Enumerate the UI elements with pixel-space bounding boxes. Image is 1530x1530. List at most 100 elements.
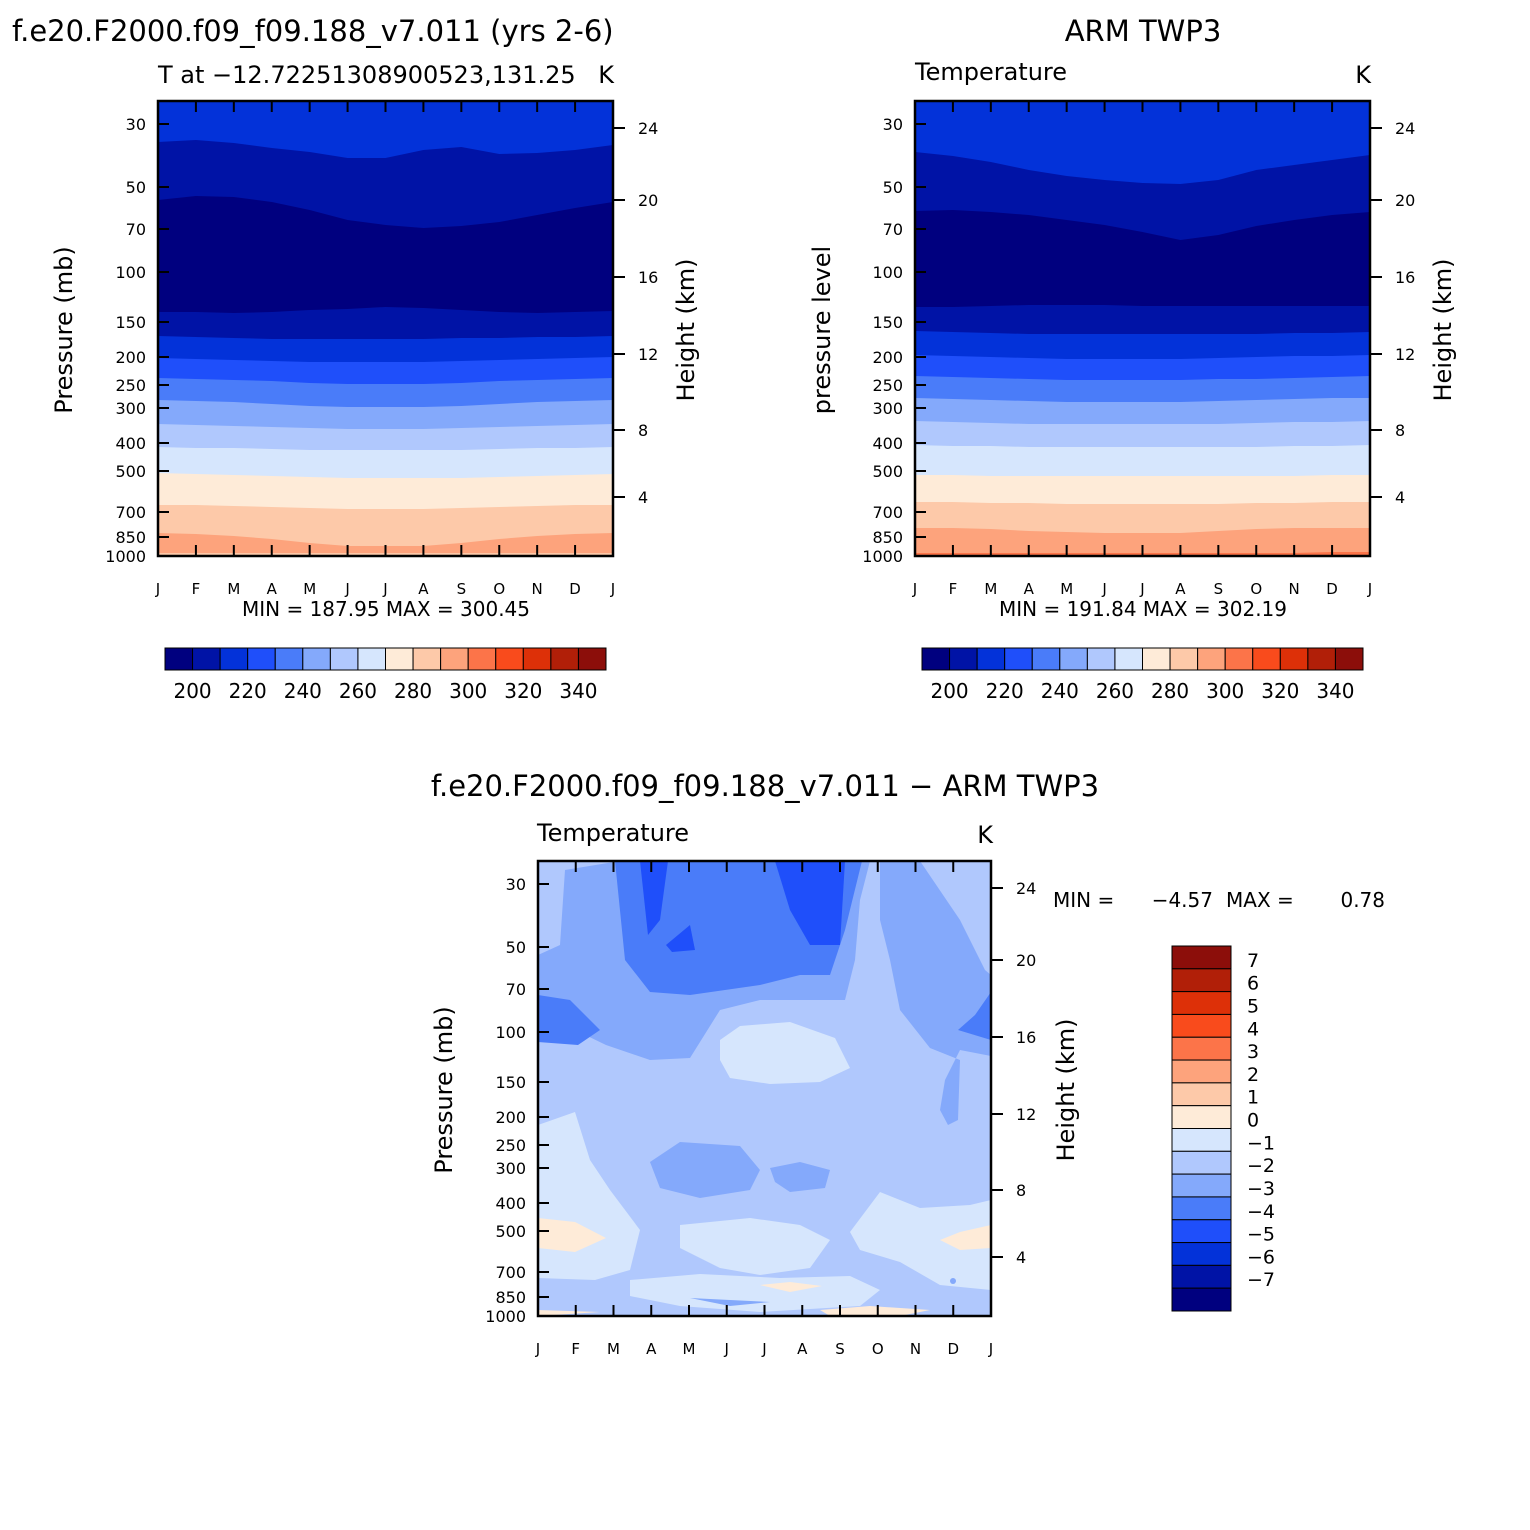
colorbar-label: 280 [1151, 679, 1189, 703]
x-tick-label: M [683, 1340, 696, 1358]
x-tick-label: A [646, 1340, 657, 1358]
panel-model: f.e20.F2000.f09_f09.188_v7.011 (yrs 2-6)… [12, 14, 700, 703]
colorbar-swatch [329, 647, 359, 671]
x-tick-label: F [571, 1340, 580, 1358]
y-tick-label: 30 [883, 115, 903, 134]
colorbar-label: 6 [1247, 973, 1259, 995]
x-tick-label: S [835, 1340, 845, 1358]
colorbar-label: 280 [394, 679, 432, 703]
x-tick-label: D [947, 1340, 959, 1358]
colorbar-swatch [1004, 647, 1033, 671]
colorbar-swatch [247, 647, 276, 671]
colorbar-swatch [1171, 1196, 1232, 1221]
colorbar-swatch [1334, 647, 1364, 671]
y-right-tick-label: 8 [638, 421, 648, 440]
x-tick-label: J [344, 580, 349, 598]
colorbar-label: 2 [1247, 1064, 1259, 1086]
colorbar-label: −7 [1247, 1269, 1275, 1291]
y-axis-label: Pressure (mb) [50, 246, 78, 413]
x-tick-label: D [1326, 580, 1338, 598]
y-tick-label: 1000 [105, 547, 146, 566]
x-tick-label: F [949, 580, 958, 598]
colorbar-swatch [1171, 1242, 1232, 1266]
panel-subtitle-right: K [977, 821, 994, 849]
y-tick-label: 200 [115, 348, 146, 367]
panel-subtitle-right: K [598, 61, 615, 89]
colorbar-swatch [440, 647, 469, 671]
y-tick-label: 150 [495, 1073, 526, 1092]
stats-min: −4.57 [1152, 888, 1213, 912]
y-right-tick-label: 24 [1016, 879, 1036, 898]
panel-subtitle-left: Temperature [914, 58, 1067, 86]
colorbar-swatch [1224, 647, 1254, 671]
y-right-tick-label: 20 [1016, 951, 1036, 970]
axes: J F M A M J J A S O N D J 30 50 70 100 150 200 250 300 400 500… [105, 101, 658, 598]
colorbar-swatch [274, 647, 304, 671]
x-tick-label: N [1289, 580, 1300, 598]
x-tick-label: M [984, 580, 997, 598]
y-tick-label: 850 [115, 528, 146, 547]
colorbar-swatch [1114, 647, 1143, 671]
colorbar-swatch [1171, 1059, 1232, 1084]
colorbar-swatch [385, 647, 414, 671]
colorbar-swatch [1307, 647, 1336, 671]
stats-label: MIN = 187.95 MAX = 300.45 [242, 597, 530, 621]
y-right-tick-label: 12 [1395, 345, 1415, 364]
x-tick-label: M [227, 580, 240, 598]
colorbar-label: −5 [1247, 1224, 1275, 1246]
x-tick-label: N [910, 1340, 921, 1358]
x-tick-label: S [1214, 580, 1224, 598]
y-right-tick-label: 4 [1016, 1248, 1026, 1267]
colorbar-label: 240 [284, 679, 322, 703]
x-tick-label: O [1250, 580, 1262, 598]
x-tick-label: J [1367, 580, 1372, 598]
y-right-tick-label: 16 [1395, 268, 1415, 287]
colorbar-label: 300 [449, 679, 487, 703]
y-right-tick-label: 20 [1395, 191, 1415, 210]
colorbar-label: 3 [1247, 1041, 1259, 1063]
stats-label: MIN = 191.84 MAX = 302.19 [999, 597, 1287, 621]
contour-fill [915, 101, 1370, 556]
colorbar-swatch [1142, 647, 1171, 671]
y-tick-label: 30 [506, 875, 526, 894]
x-tick-label: F [192, 580, 201, 598]
y-tick-label: 150 [115, 313, 146, 332]
axes: J F M A M J J A S O N D J 30 50 70 100 150 200 250 300 400 500… [485, 861, 1036, 1358]
colorbar-label: 200 [173, 679, 211, 703]
x-tick-label: J [912, 580, 917, 598]
colorbar-swatch [1171, 1287, 1232, 1312]
x-tick-label: D [569, 580, 581, 598]
x-tick-label: O [493, 580, 505, 598]
colorbar-label: 260 [1096, 679, 1134, 703]
y-right-tick-label: 16 [638, 268, 658, 287]
y-tick-label: 250 [115, 376, 146, 395]
y-right-tick-label: 4 [638, 488, 648, 507]
panel-title: ARM TWP3 [1065, 14, 1222, 48]
y-right-tick-label: 8 [1016, 1181, 1026, 1200]
colorbar-swatch [921, 647, 951, 671]
colorbar-label: 320 [1261, 679, 1299, 703]
colorbar-swatch [1279, 647, 1309, 671]
x-tick-label: J [535, 1340, 540, 1358]
colorbar-label: 220 [229, 679, 267, 703]
y-tick-label: 850 [495, 1288, 526, 1307]
x-tick-label: A [797, 1340, 808, 1358]
y-tick-label: 70 [883, 220, 903, 239]
colorbar-swatch [1171, 1105, 1232, 1129]
y-tick-label: 300 [872, 399, 903, 418]
y-tick-label: 100 [115, 263, 146, 282]
stats-min-label: MIN = [1053, 888, 1114, 912]
colorbar-swatch [357, 647, 386, 671]
y-right-tick-label: 12 [638, 345, 658, 364]
colorbar-swatch [1171, 1173, 1232, 1198]
colorbar-label: −1 [1247, 1132, 1275, 1154]
y-tick-label: 50 [506, 938, 526, 957]
y-tick-label: 100 [872, 263, 903, 282]
y-tick-label: 200 [872, 348, 903, 367]
colorbar-label: 320 [504, 679, 542, 703]
y-tick-label: 700 [872, 503, 903, 522]
x-tick-label: M [303, 580, 316, 598]
panel-difference: f.e20.F2000.f09_f09.188_v7.011 − ARM TWP… [430, 769, 1385, 1358]
x-tick-label: A [1175, 580, 1186, 598]
y-right-tick-label: 8 [1395, 421, 1405, 440]
